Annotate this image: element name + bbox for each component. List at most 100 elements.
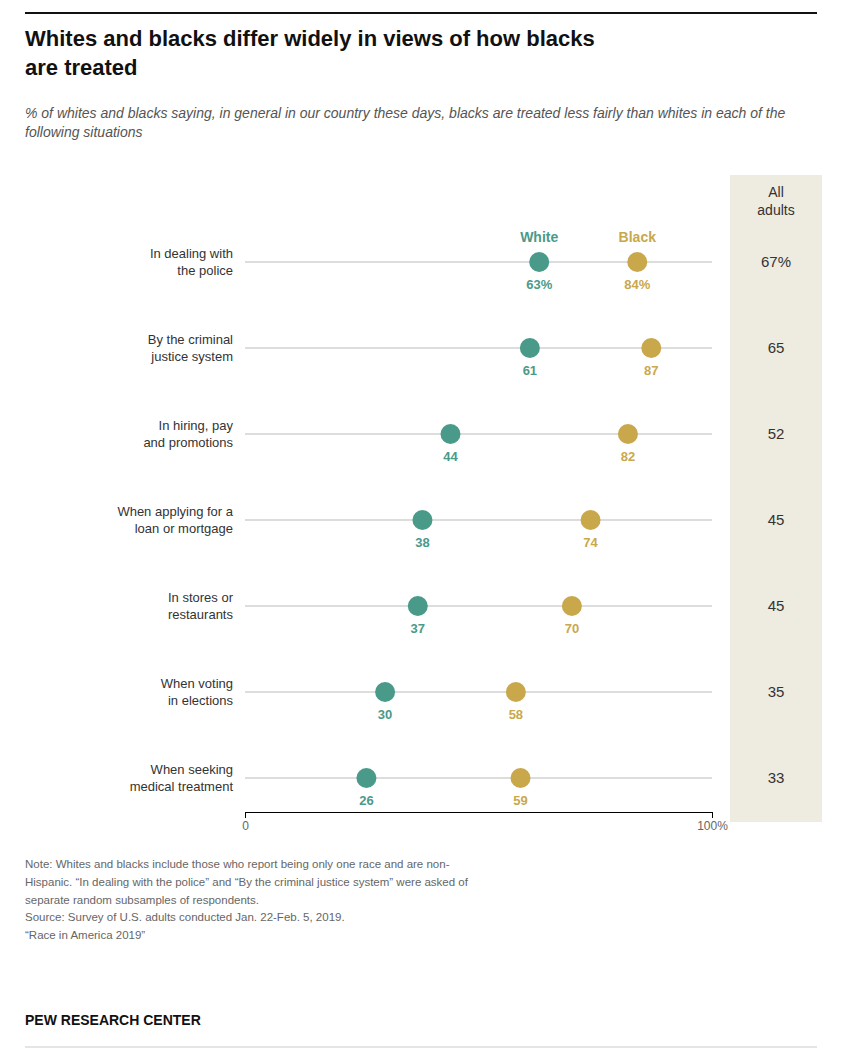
all-adults-value: 52 bbox=[768, 425, 785, 442]
dot bbox=[641, 338, 661, 358]
all-adults-value: 67% bbox=[761, 253, 791, 270]
dot bbox=[581, 510, 601, 530]
y-tick: In hiring, pay and promotions bbox=[143, 418, 245, 450]
row-line bbox=[245, 778, 712, 779]
text-line: Source: Survey of U.S. adults conducted … bbox=[25, 911, 345, 923]
text-line: In hiring, pay bbox=[159, 418, 234, 433]
category-label: In dealing with the police bbox=[150, 246, 233, 278]
bottom-rule bbox=[25, 1047, 817, 1048]
y-tick: By the criminal justice system bbox=[148, 332, 245, 364]
note: Note: Whites and blacks include those wh… bbox=[25, 858, 469, 941]
x-axis: 0 100% bbox=[242, 812, 728, 833]
y-axis: In dealing with the police By the criminal… bbox=[117, 246, 245, 794]
y-tick: In stores or restaurants bbox=[168, 590, 245, 622]
data-label: 30 bbox=[378, 707, 392, 722]
dot bbox=[529, 252, 549, 272]
row-line bbox=[245, 520, 712, 521]
text-line: “Race in America 2019” bbox=[25, 929, 145, 941]
row-line bbox=[245, 606, 712, 607]
text-line: By the criminal bbox=[148, 332, 233, 347]
x-tick-mark bbox=[712, 812, 713, 818]
dot bbox=[511, 768, 531, 788]
y-tick: When applying for a loan or mortgage bbox=[117, 504, 245, 536]
dot bbox=[506, 682, 526, 702]
y-tick: In dealing with the police bbox=[150, 246, 245, 278]
text-line: restaurants bbox=[168, 607, 234, 622]
text-line: loan or mortgage bbox=[135, 521, 233, 536]
text-line: adults bbox=[757, 202, 794, 218]
row-line bbox=[245, 692, 712, 693]
dot bbox=[440, 424, 460, 444]
dot bbox=[375, 682, 395, 702]
row-line bbox=[245, 434, 712, 435]
dot bbox=[562, 596, 582, 616]
data-label: 74 bbox=[583, 535, 598, 550]
labels: 63% 61 44 38 37 30 26 White 84% 87 82 74 70 58 59 Black bbox=[359, 229, 658, 808]
data-label: 26 bbox=[359, 793, 373, 808]
dot bbox=[618, 424, 638, 444]
top-rule bbox=[25, 12, 817, 14]
dot bbox=[356, 768, 376, 788]
series-header: Black bbox=[619, 229, 657, 245]
text-line: When seeking bbox=[151, 762, 233, 777]
x-tick-label: 100% bbox=[697, 819, 728, 833]
chart-svg: Whites and blacks differ widely in views… bbox=[0, 0, 842, 1061]
x-tick-mark bbox=[245, 812, 246, 818]
dot bbox=[412, 510, 432, 530]
data-label: 44 bbox=[443, 449, 458, 464]
data-label: 58 bbox=[509, 707, 523, 722]
text-line: and promotions bbox=[143, 435, 233, 450]
data-label: 87 bbox=[644, 363, 658, 378]
subtitle: % of whites and blacks saying, in genera… bbox=[25, 105, 786, 140]
all-adults-value: 45 bbox=[768, 597, 785, 614]
data-label: 63% bbox=[526, 277, 552, 292]
category-label: When seeking medical treatment bbox=[130, 762, 234, 794]
x-tick: 0 bbox=[242, 812, 249, 833]
category-label: When voting in elections bbox=[161, 676, 234, 708]
y-tick: When seeking medical treatment bbox=[130, 762, 245, 794]
text-line: are treated bbox=[25, 55, 138, 80]
text-line: the police bbox=[177, 263, 233, 278]
data-label: 70 bbox=[565, 621, 579, 636]
all-adults-value: 45 bbox=[768, 511, 785, 528]
data-label: 37 bbox=[411, 621, 425, 636]
text-line: Note: Whites and blacks include those wh… bbox=[25, 858, 450, 870]
text-line: justice system bbox=[150, 349, 233, 364]
data-label: 38 bbox=[415, 535, 429, 550]
plot-area bbox=[245, 252, 712, 788]
text-line: When applying for a bbox=[117, 504, 233, 519]
dot bbox=[627, 252, 647, 272]
text-line: medical treatment bbox=[130, 779, 234, 794]
text-line: In dealing with bbox=[150, 246, 233, 261]
dot bbox=[408, 596, 428, 616]
category-label: In stores or restaurants bbox=[168, 590, 234, 622]
dot bbox=[520, 338, 540, 358]
text-line: All bbox=[768, 184, 784, 200]
all-adults-value: 33 bbox=[768, 769, 785, 786]
y-tick: When voting in elections bbox=[161, 676, 245, 708]
data-label: 84% bbox=[624, 277, 650, 292]
category-label: By the criminal justice system bbox=[148, 332, 233, 364]
x-tick-label: 0 bbox=[242, 819, 249, 833]
text-line: in elections bbox=[168, 693, 234, 708]
all-adults-header: All adults bbox=[757, 184, 794, 218]
category-label: When applying for a loan or mortgage bbox=[117, 504, 233, 536]
title: Whites and blacks differ widely in views… bbox=[25, 26, 595, 80]
x-tick: 100% bbox=[697, 812, 728, 833]
data-label: 82 bbox=[621, 449, 635, 464]
x-axis-line bbox=[246, 813, 713, 819]
data-label: 61 bbox=[523, 363, 537, 378]
all-adults-panel bbox=[730, 175, 822, 822]
series-header: White bbox=[520, 229, 558, 245]
data-label: 59 bbox=[513, 793, 527, 808]
text-line: In stores or bbox=[168, 590, 234, 605]
all-adults-value: 35 bbox=[768, 683, 785, 700]
category-label: In hiring, pay and promotions bbox=[143, 418, 233, 450]
text-line: separate random subsamples of respondent… bbox=[25, 894, 259, 906]
text-line: Hispanic. “In dealing with the police” a… bbox=[25, 876, 469, 888]
text-line: following situations bbox=[25, 124, 143, 140]
text-line: Whites and blacks differ widely in views… bbox=[25, 26, 595, 51]
footer: PEW RESEARCH CENTER bbox=[25, 1012, 201, 1028]
text-line: When voting bbox=[161, 676, 233, 691]
all-adults-value: 65 bbox=[768, 339, 785, 356]
